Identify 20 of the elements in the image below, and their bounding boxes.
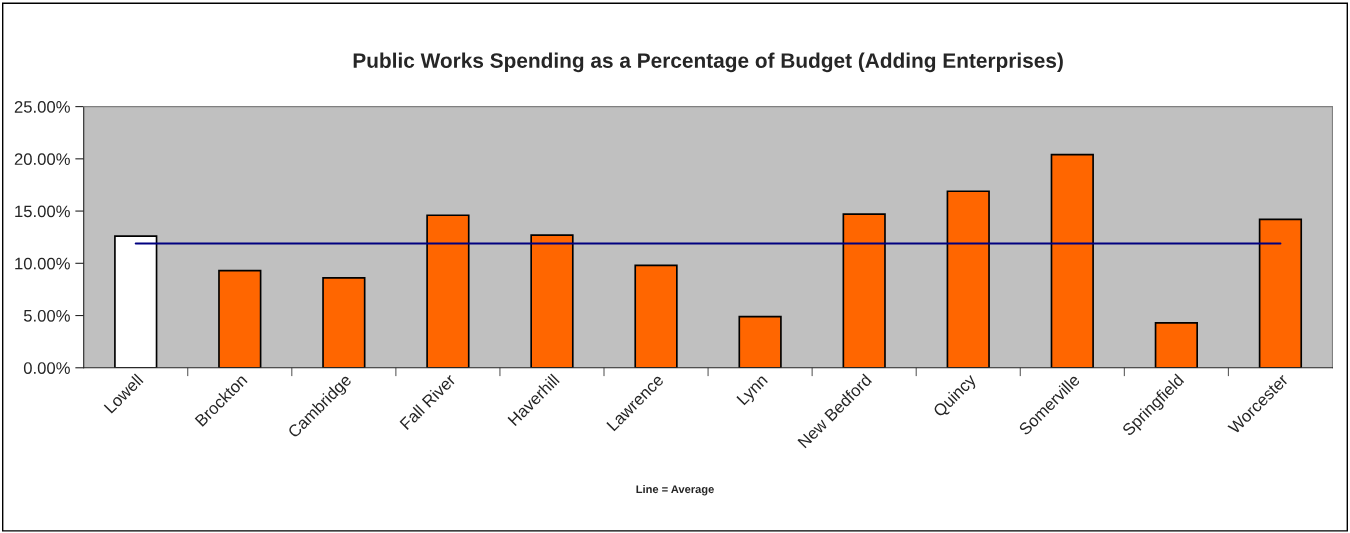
bar (218, 269, 262, 368)
y-tick-label: 15.00% (15, 205, 70, 218)
bar (634, 264, 678, 368)
chart-title: Public Works Spending as a Percentage of Budget (Adding Enterprises) (353, 52, 1063, 73)
bar (530, 234, 574, 368)
bar (842, 213, 886, 368)
bar (1154, 322, 1199, 368)
y-tick-label: 10.00% (15, 257, 70, 270)
bar (426, 214, 470, 368)
bar (946, 190, 990, 368)
bar (1050, 153, 1094, 368)
bar (738, 315, 782, 368)
text: Line = Average (636, 484, 714, 496)
bar (114, 235, 158, 368)
y-tick-label: 0.00% (23, 362, 70, 374)
y-tick-label: 5.00% (23, 309, 70, 322)
y-tick-label: 25.00% (14, 101, 70, 113)
y-tick-label: 20.00% (14, 153, 70, 166)
bar (322, 277, 366, 368)
bar (1258, 218, 1303, 368)
